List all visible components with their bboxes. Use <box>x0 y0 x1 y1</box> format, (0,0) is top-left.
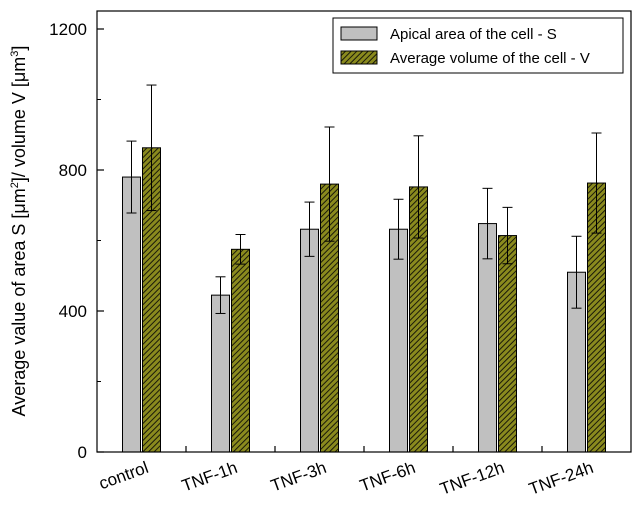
legend-label-average-volume: Average volume of the cell - V <box>390 50 590 67</box>
x-tick-label-tnf-3h: TNF-3h <box>268 458 329 496</box>
plot-frame <box>96 10 632 453</box>
bar-apical-area-tnf-3h <box>300 228 319 453</box>
y-tick-label-400: 400 <box>59 302 87 321</box>
bar-average-volume-tnf-1h <box>231 248 250 453</box>
legend: Apical area of the cell - S Average volu… <box>332 17 624 74</box>
y-tick-label-1200: 1200 <box>49 20 87 39</box>
x-tick-label-control: control <box>96 458 150 493</box>
x-tick-label-tnf-24h: TNF-24h <box>526 458 596 499</box>
x-tick-label-tnf-12h: TNF-12h <box>437 458 507 499</box>
y-tick-label-0: 0 <box>78 443 87 462</box>
x-tick-label-tnf-1h: TNF-1h <box>179 458 240 496</box>
legend-box <box>332 17 624 74</box>
x-tick-label-tnf-6h: TNF-6h <box>357 458 418 496</box>
bar-average-volume-tnf-12h <box>498 235 517 453</box>
y-axis-label: Average value of area S [μm2]/ volume V … <box>9 46 29 417</box>
legend-label-apical-area: Apical area of the cell - S <box>390 26 557 43</box>
legend-swatch-average-volume <box>340 50 378 65</box>
bar-apical-area-control <box>122 176 141 453</box>
bar-apical-area-tnf-6h <box>389 228 408 453</box>
legend-swatch-apical-area <box>340 26 378 41</box>
bar-apical-area-tnf-1h <box>211 294 230 453</box>
y-tick-label-800: 800 <box>59 161 87 180</box>
